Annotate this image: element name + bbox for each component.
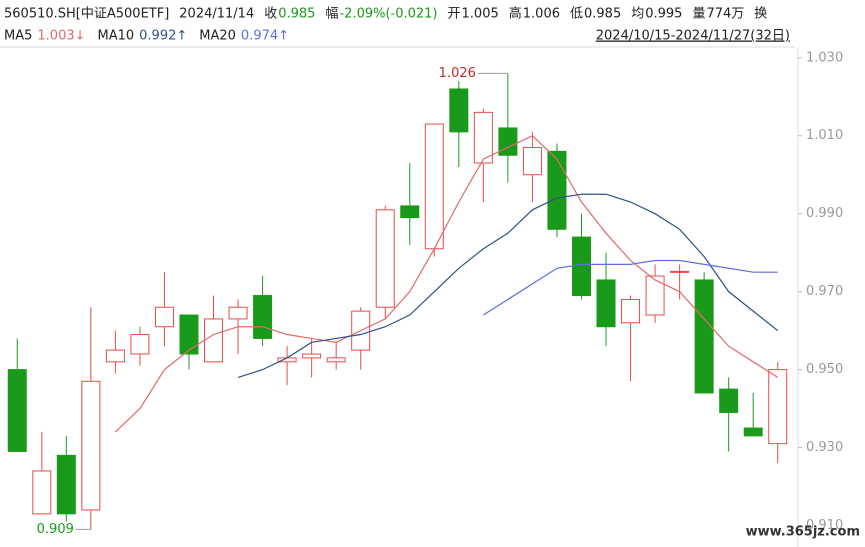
- header-text: 高: [509, 6, 522, 22]
- candle-body: [326, 357, 346, 363]
- header-text: 0.995: [645, 7, 682, 22]
- candle-body: [522, 146, 542, 176]
- candle-body: [670, 270, 690, 273]
- header-text: 2024/11/14: [179, 7, 254, 22]
- legend-value: 0.974↑: [241, 29, 289, 44]
- legend-name: MA5: [4, 29, 32, 44]
- header-text: 开: [448, 7, 461, 22]
- legend-value: 0.992↑: [139, 29, 187, 44]
- header-text: 幅: [325, 7, 338, 22]
- y-tick-label: 1.030: [806, 50, 843, 65]
- candle-body: [645, 275, 665, 316]
- legend-value: 1.003↓: [37, 29, 85, 44]
- ma-line: [114, 135, 779, 433]
- header-text: 1.006: [523, 7, 560, 22]
- max-label: 1.026: [439, 66, 476, 81]
- candle-body: [424, 123, 444, 250]
- candle-body: [375, 209, 395, 308]
- legend-name: MA10: [98, 29, 135, 44]
- ma-line: [237, 193, 779, 378]
- candle-body: [400, 205, 420, 219]
- candle-body: [694, 279, 714, 394]
- candle-body: [154, 306, 174, 328]
- candle-body: [596, 279, 616, 328]
- candle-body: [719, 388, 739, 413]
- date-range: 2024/10/15-2024/11/27(32日): [596, 29, 790, 44]
- y-tick-label: 0.930: [806, 440, 843, 455]
- candle-body: [105, 349, 125, 363]
- min-label: 0.909: [37, 522, 74, 537]
- candle-body: [473, 111, 493, 164]
- candle-body: [743, 427, 763, 437]
- candle-body: [32, 470, 52, 515]
- candle-body: [768, 369, 788, 445]
- candle-body: [253, 295, 273, 339]
- header-text: 量: [692, 7, 705, 22]
- candle-body: [302, 353, 322, 359]
- candle-body: [56, 454, 76, 515]
- y-tick-label: 1.010: [806, 128, 843, 143]
- y-tick-label: 0.990: [806, 206, 843, 221]
- candle-body: [81, 380, 101, 511]
- candle-body: [621, 298, 641, 324]
- header-text: 0.985: [278, 7, 315, 22]
- ma-line: [483, 259, 778, 316]
- header-text: 收: [264, 7, 277, 22]
- y-tick-label: 0.950: [806, 362, 843, 377]
- candle-body: [204, 318, 224, 363]
- header-text: 换: [754, 7, 767, 22]
- candle-body: [228, 306, 248, 320]
- candle-body: [571, 236, 591, 297]
- candle-body: [449, 88, 469, 133]
- candle-body: [7, 369, 27, 452]
- header-text: 低: [570, 7, 583, 22]
- y-tick-label: 0.970: [806, 284, 843, 299]
- header-text: 均: [631, 7, 644, 22]
- candle-body: [547, 150, 567, 230]
- watermark: www.365jz.com: [746, 525, 860, 540]
- header-text: 1.005: [462, 7, 499, 22]
- header-text: -2.09%(-0.021): [339, 7, 437, 22]
- candle-body: [130, 334, 150, 355]
- y-tick-label: 0.910: [806, 518, 843, 533]
- header-text: 0.985: [584, 7, 621, 22]
- header-text: 560510.SH[中证A500ETF]: [4, 7, 169, 22]
- header-text: 774万: [706, 7, 744, 22]
- legend-name: MA20: [199, 29, 236, 44]
- candle-body: [179, 314, 199, 355]
- candle-body: [498, 127, 518, 156]
